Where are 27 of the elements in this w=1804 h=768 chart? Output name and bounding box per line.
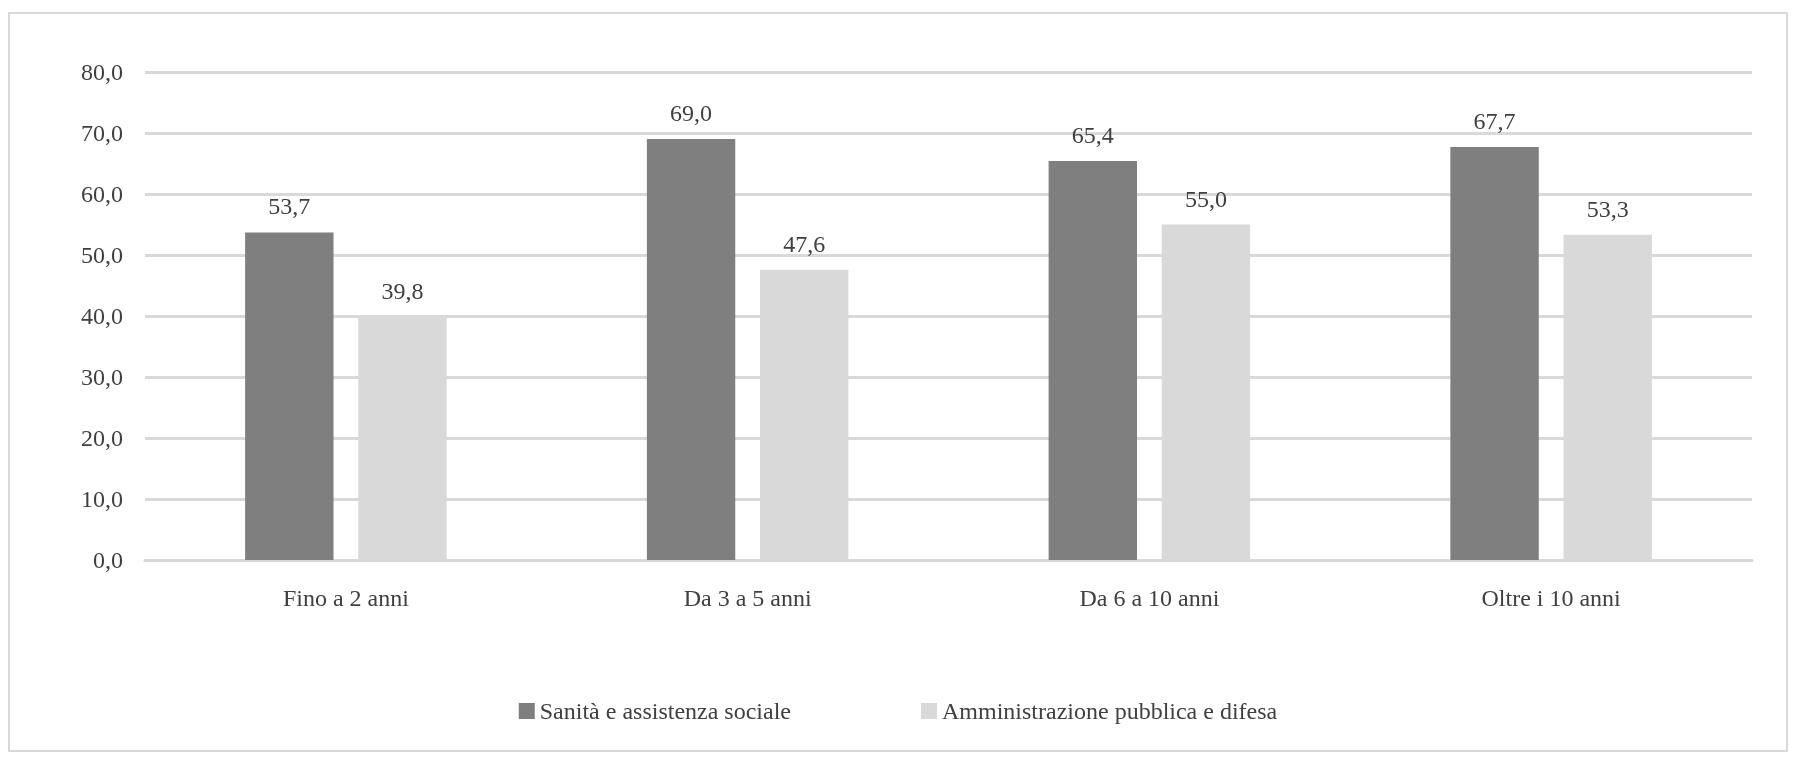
data-label: 53,3 [1586,195,1629,222]
x-tick-label: Da 6 a 10 anni [1079,585,1220,611]
bar [646,139,736,560]
y-tick-label: 10,0 [81,486,123,512]
data-label: 39,8 [381,278,424,305]
x-tick-label: Da 3 a 5 anni [683,585,812,611]
y-tick-label: 40,0 [81,303,123,329]
y-tick-label: 80,0 [81,59,123,85]
y-tick-label: 60,0 [81,181,123,207]
data-label: 65,4 [1071,122,1114,149]
data-label: 53,7 [268,193,311,220]
data-label: 67,7 [1473,108,1516,135]
legend-label: Amministrazione pubblica e difesa [942,698,1278,724]
y-tick-label: 0,0 [93,547,123,573]
data-label: 55,0 [1184,185,1227,212]
x-tick-label: Fino a 2 anni [282,585,410,611]
bar [1450,147,1539,560]
y-tick-label: 20,0 [81,425,123,451]
bar [245,232,334,560]
y-tick-label: 70,0 [81,120,123,146]
x-tick-label: Oltre i 10 anni [1481,585,1622,611]
legend-label: Sanità e assistenza sociale [539,698,792,724]
y-tick-label: 50,0 [81,242,123,268]
data-label: 69,0 [670,100,713,127]
y-tick-label: 30,0 [81,364,123,390]
bar [1048,161,1137,560]
data-label: 47,6 [783,230,826,257]
